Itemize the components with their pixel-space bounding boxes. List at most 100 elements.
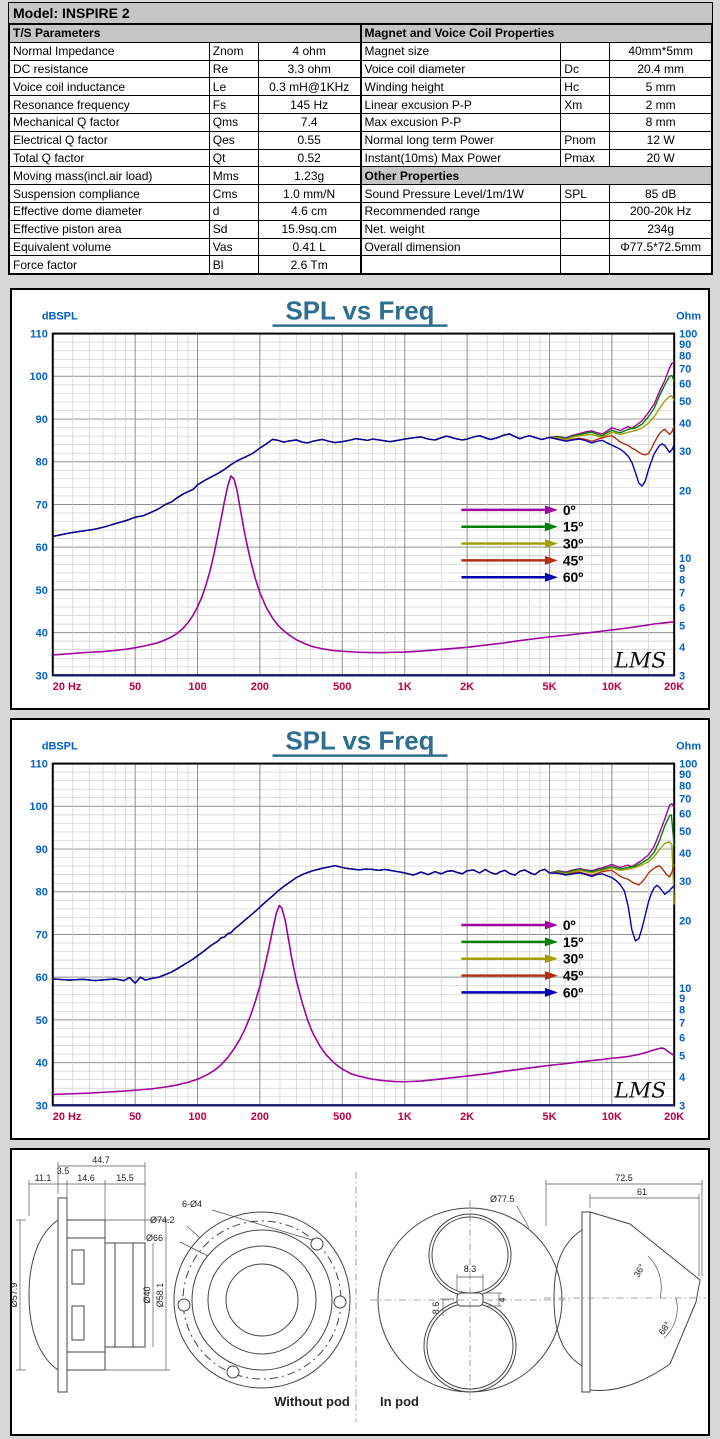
mounting-flange [57,1197,68,1393]
param-name: Linear excusion P-P [360,95,562,114]
y-right-tick-label: 3 [679,1100,685,1112]
y-left-tick-label: 110 [30,329,48,341]
right-axis-unit: Ohm [676,311,701,323]
table-row: Overall dimension Φ77.5*72.5mm [360,237,712,257]
legend-label: 30º [563,951,584,967]
legend-arrow-icon [544,505,558,515]
param-value: 0.3 mH@1KHz [257,77,361,97]
y-right-tick-label: 40 [679,418,691,430]
x-tick-label: 500 [333,681,351,693]
bolt-hole [177,1298,191,1312]
x-tick-label: 20K [664,1111,684,1123]
y-right-tick-label: 6 [679,1033,685,1045]
table-row: Recommended range 200-20k Hz [360,201,712,221]
series-30º [52,395,675,538]
param-name: Instant(10ms) Max Power [360,148,562,168]
legend-label: 0º [563,917,576,933]
dim-dome-diameter: Ø57.9 [12,1283,19,1308]
y-left-tick-label: 30 [36,670,48,682]
y-right-tick-label: 30 [679,446,691,458]
dim-bolt-holes: 6-Ø4 [182,1199,202,1209]
param-name: Moving mass(incl.air load) [9,166,210,186]
section-header-row: Magnet and Voice Coil Properties [360,24,712,43]
legend-arrow-icon [544,555,558,565]
mechanical-drawings-svg: 44.7 11.1 3.5 14.6 15.5 Ø57.9 Ø40 Ø58.1 [12,1155,706,1422]
right-axis-unit: Ohm [676,741,701,753]
legend-item: 0º [461,917,576,933]
param-name: Suspension compliance [9,184,210,203]
table-row: DC resistance Re 3.3 ohm [9,59,361,79]
y-left-tick-label: 80 [36,887,48,899]
param-value: Φ77.5*72.5mm [609,237,712,257]
param-value: 40mm*5mm [609,41,712,61]
lms-watermark: LMS [613,1078,666,1103]
y-right-tick-label: 50 [679,826,691,838]
dim-flange-diameter: Ø74.2 [150,1215,175,1225]
legend-arrow-icon [544,971,558,981]
legend-label: 0º [563,502,576,518]
param-name: Sound Pressure Level/1m/1W [360,184,562,203]
y-right-tick-label: 6 [679,603,685,615]
x-tick-label: 200 [251,681,269,693]
y-right-tick-label: 10 [679,553,691,565]
in-pod-caption: In pod [380,1394,419,1409]
legend-arrow-icon [544,987,558,997]
param-symbol: Sd [208,219,259,239]
table-row: Net. weight 234g [360,219,712,239]
y-left-tick-label: 50 [36,585,48,597]
param-name: Overall dimension [360,237,562,257]
param-value: 12 W [609,130,712,150]
y-right-tick-label: 5 [679,620,685,632]
param-value: 3.3 ohm [257,59,361,79]
legend-label: 30º [563,536,584,552]
table-row: Normal Impedance Znom 4 ohm [9,41,361,61]
y-right-tick-label: 8 [679,1005,685,1017]
spl-freq-chart-2: SPL vs Freq dBSPL Ohm 110 100 90 80 70 60 50 40 30 1… [10,718,710,1140]
param-value: 4 ohm [257,41,361,61]
dim-pod-overall: 72.5 [615,1173,633,1183]
param-value [609,255,712,275]
param-name: Net. weight [360,219,562,239]
param-symbol: Le [208,77,259,97]
legend-arrow-icon [544,937,558,947]
magnet-assembly [104,1242,146,1348]
table-row [360,255,712,275]
y-right-tick-label: 20 [679,915,691,927]
table-row: Resonance frequency Fs 145 Hz [9,95,361,114]
table-row: Force factor Bl 2.6 Tm [9,255,361,275]
y-left-tick-label: 70 [36,499,48,511]
table-row: Winding height Hc 5 mm [360,77,712,97]
y-right-tick-label: 4 [679,1072,685,1084]
y-right-tick-label: 3 [679,670,685,682]
magnet-properties-table: Magnet and Voice Coil Properties Magnet s… [360,24,713,275]
pod-side-view-drawing: 72.5 61 36° 68° [544,1173,706,1393]
param-symbol: Pnom [560,130,611,150]
y-left-tick-label: 110 [30,759,48,771]
y-left-tick-label: 30 [36,1100,48,1112]
y-right-tick-label: 50 [679,396,691,408]
param-name: Recommended range [360,201,562,221]
table-row: Voice coil inductance Le 0.3 mH@1KHz [9,77,361,97]
legend-label: 15º [563,519,584,535]
y-right-tick-label: 70 [679,363,691,375]
y-left-tick-label: 60 [36,972,48,984]
y-right-tick-label: 80 [679,350,691,362]
table-row: Voice coil diameter Dc 20.4 mm [360,59,712,79]
table-row: Normal long term Power Pnom 12 W [360,130,712,150]
ts-parameters-table: T/S Parameters Normal Impedance Znom 4 ohm D… [9,24,361,275]
param-name: Electrical Q factor [9,130,210,150]
series-60º [52,433,675,538]
table-row: Electrical Q factor Qes 0.55 [9,130,361,150]
x-tick-label: 20 Hz [53,1111,82,1123]
param-symbol: d [208,201,259,221]
y-right-tick-label: 40 [679,848,691,860]
legend-label: 60º [563,984,584,1000]
pod-top-view-drawing: 8.3 4 8.6 Ø77.5 In pod [370,1194,572,1409]
legend-item: 45º [461,968,583,984]
legend-item: 60º [461,569,583,585]
param-symbol: Bl [208,255,259,275]
legend-label: 45º [563,968,584,984]
table-row: Total Q factor Qt 0.52 [9,148,361,168]
